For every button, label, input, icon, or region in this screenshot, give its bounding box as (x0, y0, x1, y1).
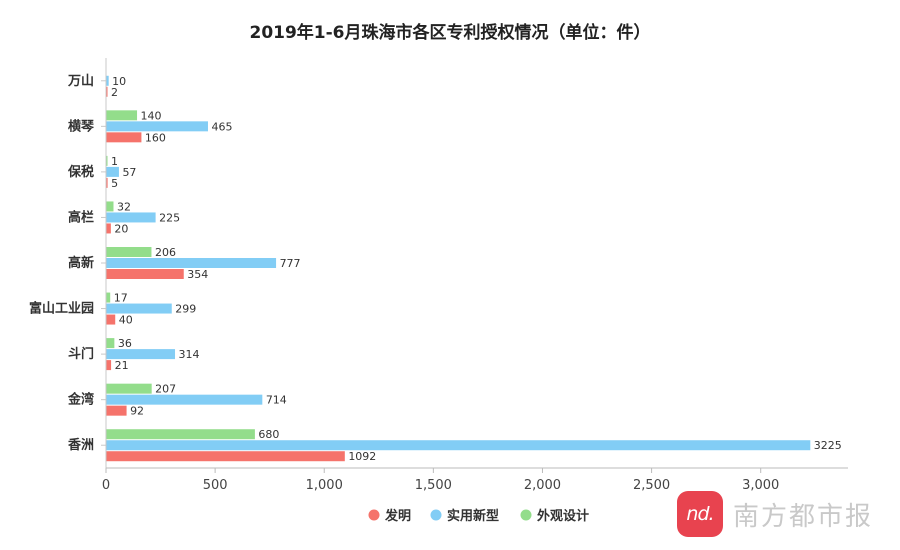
bar-实用新型 (106, 440, 811, 451)
bar-实用新型 (106, 303, 172, 314)
category-label: 高栏 (68, 209, 94, 225)
publisher-watermark: nd. 南方都市报 (677, 491, 873, 537)
data-label: 10 (112, 75, 126, 88)
data-label: 92 (130, 405, 144, 418)
category-label: 香洲 (67, 437, 94, 453)
legend-marker[interactable] (430, 509, 442, 521)
data-label: 299 (175, 303, 196, 316)
bar-实用新型 (106, 166, 119, 177)
x-tick-label: 500 (203, 478, 228, 493)
legend-label[interactable]: 外观设计 (536, 508, 589, 524)
data-label: 207 (155, 383, 176, 396)
data-label: 20 (114, 222, 128, 235)
bar-外观设计 (106, 247, 152, 257)
x-tick-label: 1,000 (306, 478, 343, 493)
data-label: 777 (280, 257, 301, 270)
bar-发明 (106, 223, 111, 234)
legend-marker[interactable] (520, 509, 532, 521)
bar-发明 (106, 132, 142, 143)
legend-label[interactable]: 发明 (384, 508, 411, 524)
x-tick-label: 2,000 (524, 478, 561, 493)
bar-外观设计 (106, 292, 111, 303)
bar-发明 (106, 451, 345, 462)
data-label: 2 (111, 86, 118, 99)
data-label: 225 (159, 211, 180, 224)
bar-实用新型 (106, 75, 109, 86)
data-label: 465 (211, 120, 232, 133)
category-label: 万山 (67, 73, 94, 89)
bar-外观设计 (106, 383, 152, 394)
data-label: 17 (114, 292, 128, 305)
bar-外观设计 (106, 110, 138, 121)
data-label: 36 (118, 337, 132, 350)
bar-发明 (106, 177, 108, 188)
data-label: 40 (119, 314, 133, 327)
data-label: 1 (111, 155, 118, 168)
data-label: 3225 (814, 439, 842, 452)
bar-发明 (106, 405, 127, 416)
data-label: 32 (117, 200, 131, 213)
chart-axes: 0 500 1,000 1,500 2,000 2,500 3,000 香洲 金湾 斗门 富山工业园… (29, 58, 848, 493)
bar-实用新型 (106, 349, 176, 360)
data-label: 1092 (348, 450, 376, 463)
publisher-logo-icon: nd. (677, 491, 723, 537)
bar-外观设计 (106, 429, 255, 440)
bar-发明 (106, 360, 112, 371)
legend-marker[interactable] (368, 509, 380, 521)
bar-发明 (106, 269, 184, 279)
bar-实用新型 (106, 258, 277, 268)
data-label: 140 (141, 109, 162, 122)
data-label: 206 (155, 246, 176, 259)
data-label: 160 (145, 131, 166, 144)
bar-实用新型 (106, 121, 208, 132)
data-label: 354 (187, 268, 208, 281)
category-label: 高新 (68, 255, 94, 271)
data-label: 714 (266, 394, 287, 407)
category-label: 斗门 (68, 346, 94, 362)
x-tick-label: 1,500 (415, 478, 452, 493)
chart-title: 2019年1-6月珠海市各区专利授权情况（单位：件） (249, 23, 651, 43)
bar-外观设计 (106, 201, 114, 212)
legend-label[interactable]: 实用新型 (447, 508, 499, 524)
x-tick-label: 0 (102, 478, 110, 493)
chart-bars: 1092322568092714207213143640299173547772… (106, 75, 842, 463)
data-label: 21 (115, 359, 129, 372)
bar-发明 (106, 86, 108, 97)
publisher-name: 南方都市报 (733, 501, 874, 532)
bar-发明 (106, 314, 116, 325)
chart-legend[interactable]: 发明 实用新型 外观设计 (368, 508, 590, 524)
category-label: 横琴 (68, 118, 95, 134)
bar-实用新型 (106, 394, 263, 405)
category-label: 金湾 (67, 392, 94, 408)
bar-实用新型 (106, 212, 156, 223)
x-tick-label: 2,500 (633, 478, 670, 493)
data-label: 57 (122, 166, 136, 179)
data-label: 680 (258, 428, 279, 441)
x-tick-label: 3,000 (742, 478, 779, 493)
bar-外观设计 (106, 155, 108, 166)
category-label: 保税 (67, 164, 94, 180)
category-label: 富山工业园 (29, 301, 94, 317)
bar-外观设计 (106, 338, 115, 349)
data-label: 5 (111, 177, 118, 190)
data-label: 314 (179, 348, 200, 361)
